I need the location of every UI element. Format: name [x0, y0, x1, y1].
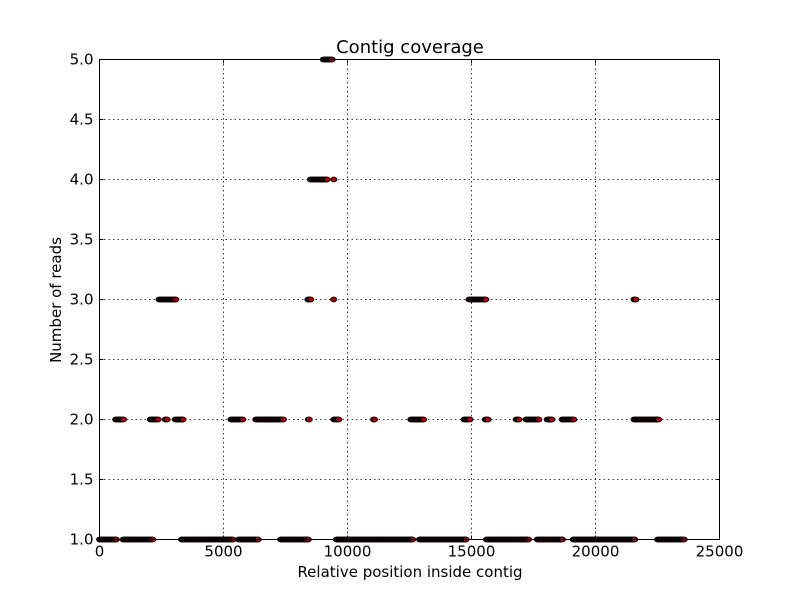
data-point — [330, 296, 338, 303]
x-tick-label: 15000 — [448, 543, 496, 561]
x-tick-label: 25000 — [696, 543, 744, 561]
y-tick-label: 3.0 — [70, 291, 94, 309]
data-point — [172, 296, 180, 303]
data-point — [323, 176, 331, 183]
data-point — [515, 416, 523, 423]
data-point — [239, 416, 247, 423]
x-tick-label: 20000 — [572, 543, 620, 561]
data-point — [335, 416, 343, 423]
data-point — [548, 416, 556, 423]
y-axis-ticks: 1.0 1.5 2.0 2.5 3.0 3.5 4.0 4.5 5.0 — [70, 51, 720, 549]
data-point — [371, 416, 378, 423]
data-point — [179, 416, 187, 423]
x-axis-ticks: 0 5000 10000 15000 20000 25000 — [95, 59, 744, 561]
y-tick-label: 3.5 — [70, 231, 94, 249]
data-point — [280, 416, 287, 423]
data-point — [632, 296, 640, 303]
data-point — [154, 416, 162, 423]
data-point — [420, 416, 428, 423]
data-point — [305, 416, 313, 423]
data-point — [655, 416, 663, 423]
y-axis-label: Number of reads — [47, 237, 65, 363]
data-point — [570, 416, 578, 423]
data-point — [484, 416, 492, 423]
data-point — [307, 296, 315, 303]
y-tick-label: 2.0 — [70, 411, 94, 429]
data-point — [535, 416, 543, 423]
data-point — [163, 416, 171, 423]
y-tick-label: 2.5 — [70, 351, 94, 369]
x-tick-label: 0 — [95, 543, 105, 561]
data-point — [120, 416, 128, 423]
data-point — [482, 296, 490, 303]
y-tick-label: 1.0 — [70, 531, 94, 549]
x-tick-label: 10000 — [324, 543, 372, 561]
x-axis-label: Relative position inside contig — [297, 563, 522, 581]
y-tick-label: 5.0 — [70, 51, 94, 69]
grid — [99, 59, 720, 540]
y-tick-label: 1.5 — [70, 471, 94, 489]
y-tick-label: 4.5 — [70, 111, 94, 129]
y-tick-label: 4.0 — [70, 171, 94, 189]
x-tick-label: 5000 — [204, 543, 242, 561]
data-point — [466, 416, 474, 423]
data-point — [330, 176, 338, 183]
chart-title: Contig coverage — [336, 37, 484, 58]
